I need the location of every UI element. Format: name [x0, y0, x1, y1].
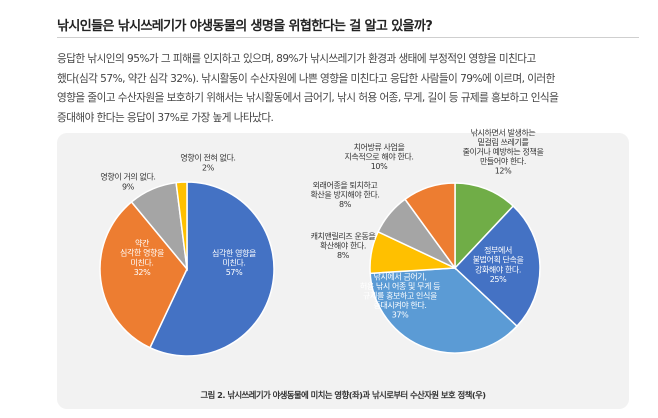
pie-slice	[454, 182, 515, 270]
slice-label: 심각한 영향을	[120, 248, 164, 258]
slice-label: 낚시하면서 발생하는	[471, 127, 536, 137]
slice-label: 불법어획 단속을	[473, 255, 524, 265]
pie-slice	[403, 182, 456, 271]
slice-value-label: 10%	[371, 162, 388, 171]
slice-value-label: 9%	[122, 182, 135, 191]
slice-label: 낚시에서 금어기,	[373, 271, 426, 281]
figure-caption: 그림 2. 낚시쓰레기가 야생동물에 미치는 영향(좌)과 낚시로부터 수산자원…	[200, 390, 486, 400]
slice-label: 허용 낚시 어종 및 무게 등	[360, 281, 440, 291]
slice-label: 약간	[135, 238, 150, 248]
slice-label: 만들어야 한다.	[480, 156, 526, 166]
slice-label: 영향이 전혀 없다.	[180, 153, 235, 163]
paragraph-line: 응답한 낚시인의 95%가 그 피해를 인지하고 있으며, 89%가 낚시쓰레기…	[57, 53, 536, 65]
slice-value-label: 8%	[337, 251, 350, 260]
slice-label: 캐치앤릴리즈 운동을	[311, 231, 376, 241]
page-heading: 낚시인들은 낚시쓰레기가 야생동물의 생명을 위협한다는 걸 알고 있을까?	[57, 19, 433, 34]
slice-label: 줄이거나 예방하는 정책을	[463, 147, 544, 157]
slice-value-label: 57%	[226, 268, 243, 277]
heading-divider	[57, 37, 639, 38]
slice-value-label: 25%	[490, 275, 507, 284]
slice-label: 영향이 거의 없다.	[100, 172, 155, 182]
slice-label: 미친다.	[222, 258, 245, 268]
pie-slice	[99, 200, 188, 349]
paragraph-line: 했다(심각 57%, 약간 심각 32%). 낚시활동이 수산자원에 나쁜 영향…	[57, 72, 555, 85]
slice-label: 밑걸림 쓰레기를	[478, 137, 529, 147]
slice-label: 규제를 홍보하고 인식을	[363, 291, 437, 301]
slice-value-label: 2%	[202, 163, 215, 172]
slice-value-label: 8%	[339, 200, 352, 209]
slice-label: 미친다.	[130, 257, 153, 267]
slice-value-label: 12%	[495, 167, 512, 176]
slice-label: 치어방류 사업을	[354, 142, 405, 152]
slice-value-label: 32%	[134, 268, 151, 277]
paragraph-line: 증대해야 한다는 응답이 37%로 가장 높게 나타났다.	[57, 111, 274, 124]
slice-label: 정부에서	[484, 245, 512, 255]
slice-label: 지속적으로 해야 한다.	[344, 152, 413, 162]
body-paragraph: 응답한 낚시인의 95%가 그 피해를 인지하고 있으며, 89%가 낚시쓰레기…	[57, 50, 647, 128]
slice-label: 증대시켜야 한다.	[373, 300, 426, 310]
slice-label: 확산을 방지해야 한다.	[310, 190, 379, 200]
pie-slice	[148, 181, 275, 357]
pie-slice	[175, 181, 188, 270]
slice-label: 심각한 영향을	[212, 248, 256, 258]
slice-label: 확산해야 한다.	[320, 241, 366, 251]
paragraph-line: 영향을 줄이고 수산자원을 보호하기 위해서는 낚시활동에서 금어기, 낚시 허…	[57, 92, 559, 104]
slice-value-label: 37%	[392, 311, 409, 320]
pie-slice	[369, 267, 519, 354]
pie-slice	[453, 204, 541, 328]
slice-label: 강화해야 한다.	[475, 264, 521, 274]
slice-label: 외래어종을 퇴치하고	[313, 180, 378, 190]
